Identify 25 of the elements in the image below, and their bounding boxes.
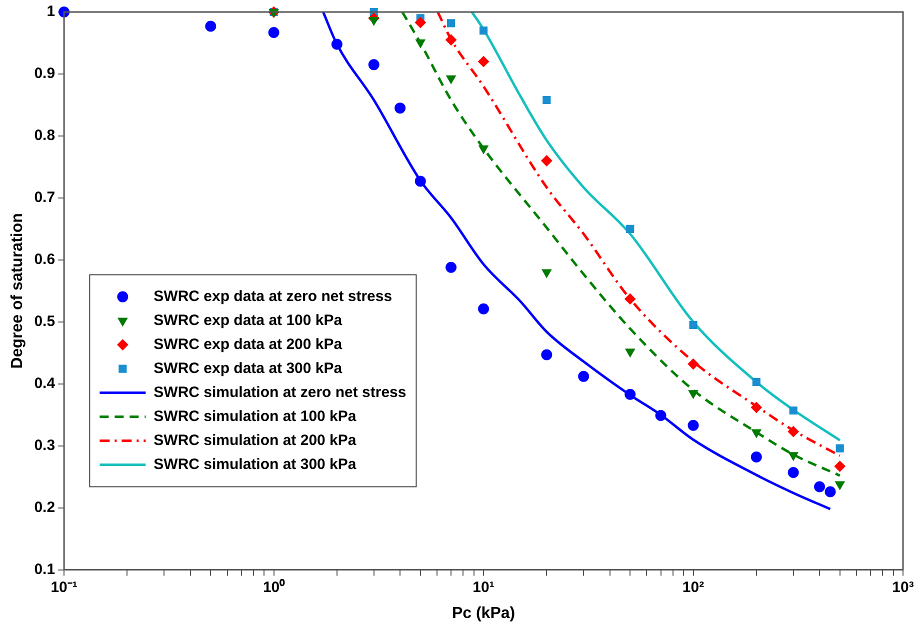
legend-label: SWRC simulation at 100 kPa: [154, 408, 357, 425]
y-tick-label: 0.7: [34, 189, 56, 206]
x-tick-label: 10³: [892, 578, 914, 596]
legend-label: SWRC exp data at 100 kPa: [154, 312, 343, 329]
legend-label: SWRC simulation at 200 kPa: [154, 432, 357, 449]
legend-label: SWRC simulation at zero net stress: [154, 384, 406, 401]
x-tick-label: 10⁰: [262, 578, 286, 596]
y-tick-label: 0.9: [34, 65, 56, 82]
legend-label: SWRC exp data at 300 kPa: [154, 360, 343, 377]
x-axis-title: Pc (kPa): [452, 604, 516, 622]
legend-label: SWRC simulation at 300 kPa: [154, 456, 357, 473]
y-tick-label: 0.3: [34, 436, 56, 454]
legend-label: SWRC exp data at 200 kPa: [154, 336, 343, 353]
y-tick-label: 0.1: [34, 560, 56, 578]
x-tick-label: 10⁻¹: [50, 578, 78, 596]
x-tick-label: 10¹: [472, 578, 494, 596]
y-axis-title: Degree of saturation: [9, 213, 26, 369]
legend-label: SWRC exp data at zero net stress: [154, 288, 392, 305]
y-tick-label: 0.2: [34, 498, 56, 516]
y-tick-label: 1: [46, 3, 56, 20]
y-tick-label: 0.4: [34, 375, 56, 392]
x-tick-label: 10²: [682, 578, 704, 596]
y-tick-label: 0.6: [34, 251, 56, 268]
y-tick-label: 0.8: [34, 127, 56, 144]
y-tick-label: 0.5: [34, 313, 56, 330]
